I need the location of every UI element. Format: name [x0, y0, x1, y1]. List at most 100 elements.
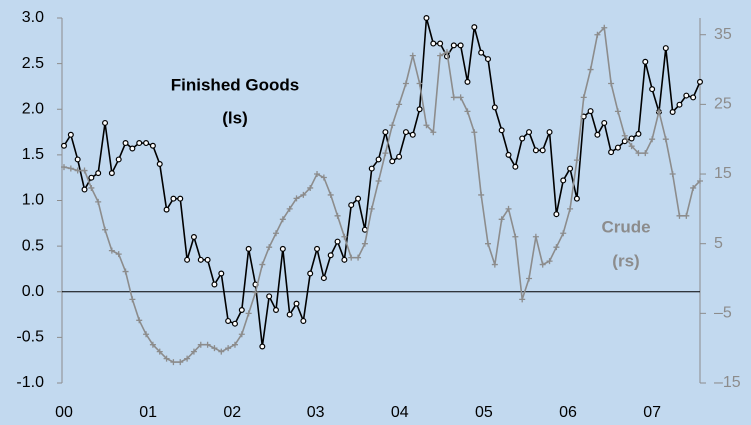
x-tick-label: 02 — [223, 404, 241, 421]
point — [314, 171, 321, 178]
point — [464, 108, 471, 115]
y2-tick-label: 5 — [714, 235, 723, 252]
point — [423, 122, 430, 129]
x-tick-label: 00 — [55, 404, 73, 421]
point — [348, 202, 355, 209]
point — [74, 167, 81, 174]
point — [231, 320, 238, 327]
series-axis-note: (rs) — [612, 251, 639, 270]
point — [95, 198, 102, 205]
point — [163, 206, 170, 213]
point — [143, 140, 150, 147]
point — [560, 230, 567, 237]
point — [300, 191, 307, 198]
point — [396, 101, 403, 108]
point — [184, 256, 191, 263]
point — [238, 331, 245, 338]
point — [642, 150, 649, 157]
point — [368, 205, 375, 212]
point — [334, 238, 341, 245]
point — [690, 184, 697, 191]
point — [621, 138, 628, 145]
point — [190, 348, 197, 355]
point — [273, 230, 279, 237]
point — [526, 275, 533, 282]
series-label: Crude — [601, 217, 650, 236]
point — [649, 136, 656, 143]
y2-tick-label: 35 — [714, 26, 732, 43]
point — [642, 58, 649, 65]
point — [177, 359, 184, 366]
point — [696, 78, 703, 85]
point — [355, 254, 362, 261]
y-tick-label: -0.5 — [16, 329, 44, 346]
point — [218, 348, 225, 355]
point — [218, 270, 225, 277]
point — [136, 140, 143, 147]
point — [74, 156, 81, 163]
point — [197, 341, 204, 348]
point — [389, 122, 396, 129]
point — [697, 177, 703, 184]
series-line — [63, 17, 701, 347]
y2-tick-label: –5 — [714, 305, 732, 322]
point — [293, 195, 300, 202]
point — [341, 256, 348, 263]
point — [512, 233, 519, 240]
point — [88, 184, 95, 191]
x-tick-label: 01 — [139, 404, 157, 421]
point — [580, 94, 587, 101]
point — [546, 258, 553, 265]
point — [676, 101, 683, 108]
point — [437, 40, 444, 47]
point — [416, 80, 423, 87]
point — [108, 170, 115, 177]
x-tick-label: 05 — [475, 404, 493, 421]
x-tick-label: 06 — [559, 404, 577, 421]
point — [245, 245, 252, 252]
point — [375, 177, 382, 184]
point — [375, 156, 382, 163]
point — [539, 261, 546, 268]
y-tick-label: 0.5 — [22, 237, 44, 254]
point — [690, 94, 697, 101]
point — [211, 281, 218, 288]
point — [471, 129, 478, 136]
point — [635, 130, 642, 137]
point — [594, 31, 601, 38]
point — [211, 345, 218, 352]
point — [163, 355, 170, 362]
point — [546, 129, 553, 136]
point — [464, 78, 471, 85]
point — [266, 293, 273, 300]
point — [430, 129, 437, 136]
point — [614, 144, 621, 151]
point — [519, 296, 526, 303]
point — [505, 151, 512, 158]
series-line — [63, 26, 701, 363]
point — [361, 240, 368, 247]
y-tick-label: 2.5 — [22, 55, 44, 72]
point — [238, 307, 245, 314]
point — [170, 359, 177, 366]
point — [279, 245, 286, 252]
point — [225, 345, 232, 352]
point — [95, 170, 102, 177]
point — [532, 233, 539, 240]
point — [149, 341, 156, 348]
x-tick-label: 04 — [391, 404, 409, 421]
point — [416, 106, 423, 113]
point — [149, 142, 156, 149]
point — [273, 307, 280, 314]
point — [67, 165, 74, 172]
point — [621, 132, 628, 139]
point — [683, 212, 690, 219]
point — [67, 131, 74, 138]
point — [81, 167, 88, 174]
point — [594, 131, 601, 138]
point — [402, 80, 409, 87]
point — [102, 119, 109, 126]
point — [307, 184, 314, 191]
